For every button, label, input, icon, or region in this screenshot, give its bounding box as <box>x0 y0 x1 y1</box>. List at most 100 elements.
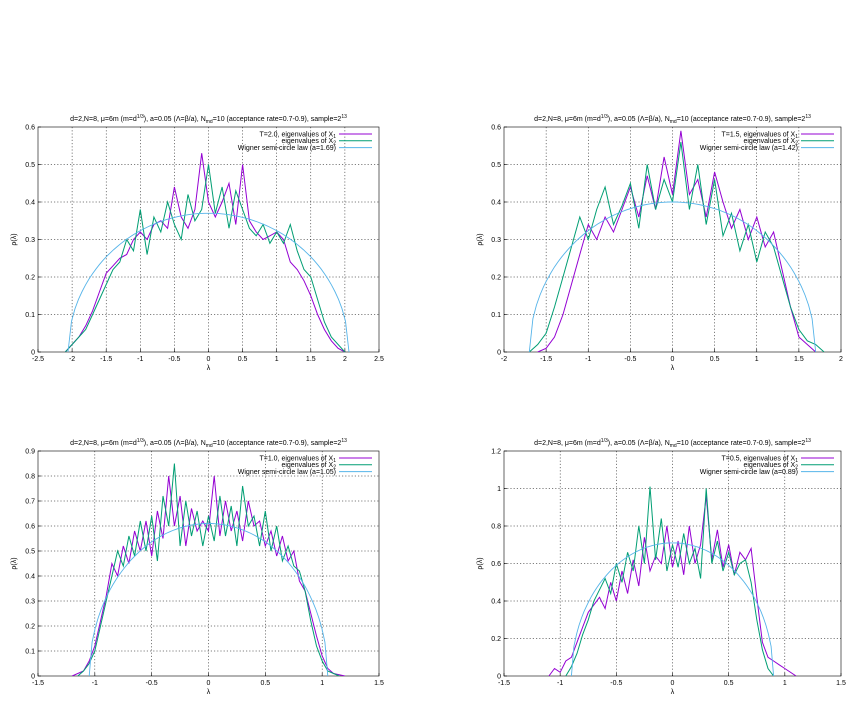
chart-title: d=2,N=8, μ=6m (m=d1/3), a=0.05 (Λ=β/a), … <box>70 438 347 449</box>
x-axis-label: λ <box>671 689 675 696</box>
chart-title-part: 1/3 <box>137 114 144 120</box>
x-tick-label: -2 <box>69 356 75 363</box>
x-tick-label: 1.5 <box>374 680 384 687</box>
chart-title-part: 13 <box>805 438 811 444</box>
y-tick-label: 0.6 <box>491 125 501 132</box>
legend-name: Wigner semi-circle law (a=1.69) <box>238 145 336 152</box>
y-tick-label: 0.2 <box>25 624 35 631</box>
x-tick-label: 1 <box>783 680 787 687</box>
series-line-x2 <box>64 164 346 352</box>
legend-entry-label: Wigner semi-circle law (a=1.05) <box>238 469 336 476</box>
x-tick-label: 1.5 <box>836 680 846 687</box>
y-tick-label: 0.2 <box>491 275 501 282</box>
series-line-x1 <box>64 153 346 352</box>
chart-title-part: 1/3 <box>137 438 144 444</box>
x-tick-label: -0.5 <box>610 680 622 687</box>
chart-title-part: 13 <box>341 438 347 444</box>
y-tick-label: 0.4 <box>491 200 501 207</box>
legend-entry-label: eigenvalues of X2 <box>743 138 798 147</box>
legend-subscript: 1 <box>795 134 798 140</box>
x-tick-label: -0.5 <box>624 356 636 363</box>
x-tick-label: 0 <box>671 356 675 363</box>
x-tick-label: 2 <box>343 356 347 363</box>
legend-entry-label: T=2.0, eigenvalues of X1 <box>259 131 336 140</box>
x-tick-label: 1 <box>755 356 759 363</box>
x-tick-label: 1.5 <box>306 356 316 363</box>
y-tick-label: 0 <box>31 350 35 357</box>
legend-name: T=1.5, eigenvalues of X <box>721 131 795 138</box>
chart-title-part: 1/3 <box>601 438 608 444</box>
x-tick-label: 1 <box>320 680 324 687</box>
chart-title-part: 1/3 <box>601 114 608 120</box>
chart-title-part: md <box>206 119 213 125</box>
legend-subscript: 2 <box>795 141 798 147</box>
x-tick-label: 2.5 <box>374 356 384 363</box>
legend-name: T=2.0, eigenvalues of X <box>259 131 333 138</box>
x-tick-label: -2.5 <box>32 356 44 363</box>
x-tick-label: -2 <box>501 356 507 363</box>
legend-subscript: 2 <box>333 465 336 471</box>
x-tick-label: 0.5 <box>710 356 720 363</box>
chart-title-part: md <box>670 119 677 125</box>
x-tick-label: -1.5 <box>540 356 552 363</box>
chart-title-part: d=2,N=8, μ=6m (m=d <box>70 440 137 447</box>
legend-name: Wigner semi-circle law (a=1.42) <box>700 145 798 152</box>
chart-panel-3: -1.5 -1 -0.5 0 0.5 1 1.5 0 0.1 0.2 0.3 0.4 0.5 0.6 0.7… <box>11 438 384 696</box>
legend-entry-label: eigenvalues of X2 <box>281 138 336 147</box>
x-tick-label: -0.5 <box>168 356 180 363</box>
x-tick-label: 0.5 <box>724 680 734 687</box>
chart-title: d=2,N=8, μ=6m (m=d1/3), a=0.05 (Λ=β/a), … <box>534 114 811 125</box>
legend-entry-label: eigenvalues of X2 <box>743 462 798 471</box>
chart-panel-4: -1.5 -1 -0.5 0 0.5 1 1.5 0 0.2 0.4 0.6 0.8 1 1.2 d=2,N… <box>477 438 846 696</box>
legend-entry-label: T=1.5, eigenvalues of X1 <box>721 131 798 140</box>
y-tick-label: 0 <box>31 674 35 681</box>
x-tick-label: -1 <box>585 356 591 363</box>
chart-title-part: =10 (acceptance rate=0.7-0.9), sample=2 <box>213 440 342 447</box>
x-tick-label: -0.5 <box>146 680 158 687</box>
series-line-wigner <box>570 542 775 676</box>
y-tick-label: 0.5 <box>491 162 501 169</box>
series-line-wigner <box>67 212 350 352</box>
y-axis-label: ρ(λ) <box>477 557 484 569</box>
x-tick-label: -1.5 <box>100 356 112 363</box>
series-line-x2 <box>565 486 775 676</box>
chart-title-part: d=2,N=8, μ=6m (m=d <box>534 440 601 447</box>
x-tick-label: 0 <box>207 680 211 687</box>
series-line-x1 <box>548 495 797 676</box>
y-tick-label: 0.5 <box>25 162 35 169</box>
x-tick-label: 1.5 <box>794 356 804 363</box>
x-tick-label: -1.5 <box>32 680 44 687</box>
y-tick-label: 0.9 <box>25 449 35 456</box>
legend-entry-label: T=1.0, eigenvalues of X1 <box>259 455 336 464</box>
legend-entry-label: Wigner semi-circle law (a=1.69) <box>238 145 336 152</box>
legend-entry-label: eigenvalues of X2 <box>281 462 336 471</box>
x-axis-label: λ <box>671 365 675 372</box>
series-line-wigner <box>88 523 329 676</box>
legend-subscript: 2 <box>795 465 798 471</box>
series-line-x1 <box>71 475 346 676</box>
chart-title-part: d=2,N=8, μ=6m (m=d <box>70 116 137 123</box>
chart-panel-1: -2.5 -2 -1.5 -1 -0.5 0 0.5 1 1.5 2 2.5 0 0.1 0.2 0.3 0.… <box>11 114 384 372</box>
y-tick-label: 0.4 <box>491 599 501 606</box>
chart-title: d=2,N=8, μ=6m (m=d1/3), a=0.05 (Λ=β/a), … <box>70 114 347 125</box>
chart-title-part: md <box>206 443 213 449</box>
y-tick-label: 0.2 <box>491 636 501 643</box>
y-tick-label: 0.6 <box>25 524 35 531</box>
chart-panel-2: -2 -1.5 -1 -0.5 0 0.5 1 1.5 2 0 0.1 0.2 0.3 0.4 0.5 0.6… <box>477 114 843 372</box>
chart-title-part: ), a=0.05 (Λ=β/a), N <box>144 116 206 123</box>
y-tick-label: 0.6 <box>25 125 35 132</box>
legend-name: T=0.5, eigenvalues of X <box>721 455 795 462</box>
legend-name: eigenvalues of X <box>281 138 333 145</box>
x-tick-label: -1 <box>92 680 98 687</box>
chart-title-part: ), a=0.05 (Λ=β/a), N <box>144 440 206 447</box>
legend-name: eigenvalues of X <box>743 462 795 469</box>
y-tick-label: 0.7 <box>25 499 35 506</box>
legend-entry-label: Wigner semi-circle law (a=1.42) <box>700 145 798 152</box>
series-line-x2 <box>528 141 825 352</box>
plot-frame <box>37 450 380 677</box>
y-tick-label: 0.1 <box>491 312 501 319</box>
chart-title-part: ), a=0.05 (Λ=β/a), N <box>608 440 670 447</box>
chart-title-part: ), a=0.05 (Λ=β/a), N <box>608 116 670 123</box>
x-tick-label: -1 <box>557 680 563 687</box>
